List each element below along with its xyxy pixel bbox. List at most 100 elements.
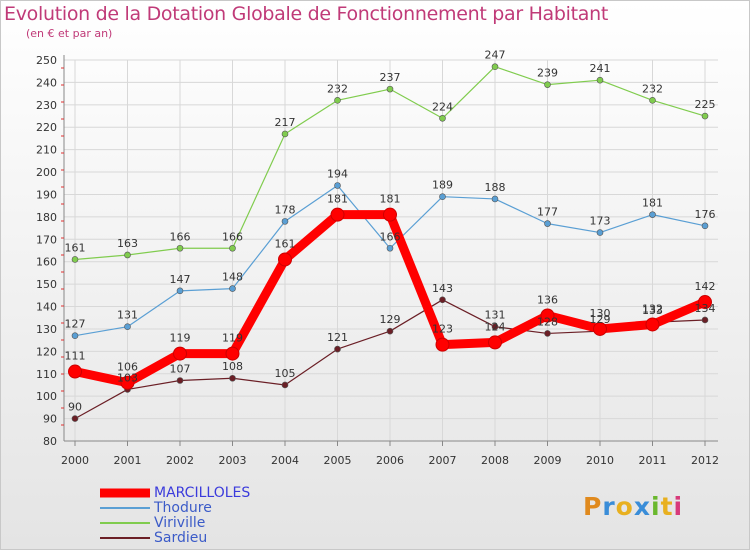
data-label-sardieu-2003: 108 [222, 360, 243, 373]
data-point-marcilloles-2002 [173, 346, 187, 361]
y-tick-label-150: 150 [36, 278, 57, 291]
data-label-sardieu-2002: 107 [170, 362, 191, 375]
data-label-viriville-2008: 247 [485, 49, 506, 62]
data-label-marcilloles-2002: 119 [170, 332, 191, 345]
data-point-marcilloles-2006 [383, 207, 397, 222]
x-tick-label-2007: 2007 [429, 454, 457, 467]
y-tick-label-180: 180 [36, 211, 57, 224]
legend-swatches [100, 488, 150, 539]
data-point-viriville-2003 [229, 244, 236, 252]
data-label-sardieu-2000: 90 [68, 401, 82, 414]
data-label-thodure-2002: 147 [170, 273, 191, 286]
data-label-thodure-2009: 177 [537, 206, 558, 219]
data-point-thodure-2011 [649, 211, 656, 218]
data-point-sardieu-2006 [386, 327, 394, 335]
data-label-thodure-2005: 194 [327, 168, 348, 181]
x-tick-label-2008: 2008 [481, 454, 509, 467]
data-label-sardieu-2008: 131 [485, 309, 506, 322]
data-label-thodure-2001: 131 [117, 309, 138, 322]
data-point-thodure-2010 [596, 229, 604, 236]
data-point-sardieu-2005 [334, 345, 341, 353]
data-label-sardieu-2006: 129 [380, 313, 401, 326]
proxiti-logo: Proxiti [583, 492, 683, 521]
data-label-thodure-2004: 178 [275, 203, 296, 216]
data-point-viriville-2010 [596, 76, 604, 84]
data-label-marcilloles-2008: 124 [485, 320, 506, 333]
y-tick-label-80: 80 [43, 435, 57, 448]
x-tick-label-2006: 2006 [376, 454, 404, 467]
data-point-marcilloles-2005 [330, 207, 345, 222]
data-point-thodure-2002 [176, 287, 184, 295]
legend-label-viriville: Viriville [154, 515, 206, 531]
data-label-marcilloles-2001: 106 [117, 361, 138, 374]
data-point-sardieu-2002 [176, 377, 184, 384]
data-label-sardieu-2010: 129 [590, 313, 611, 326]
data-label-viriville-2002: 166 [170, 230, 191, 243]
data-label-marcilloles-2007: 123 [432, 323, 453, 336]
data-label-thodure-2011: 181 [642, 197, 663, 210]
y-tick-label-200: 200 [36, 166, 57, 179]
x-tick-label-2009: 2009 [534, 454, 562, 467]
data-point-thodure-2001 [124, 323, 131, 331]
data-point-thodure-2012 [701, 222, 709, 230]
data-point-viriville-2001 [124, 251, 131, 259]
data-point-viriville-2007 [439, 114, 446, 122]
data-point-viriville-2011 [649, 97, 656, 104]
data-point-sardieu-2007 [439, 296, 446, 304]
data-label-viriville-2011: 232 [642, 82, 663, 95]
y-tick-label-130: 130 [36, 323, 57, 336]
x-axis-ticks: 2000 2001 2002 2003 2004 2005 2006 2007 2008 2009… [61, 454, 719, 467]
data-label-viriville-2012: 225 [695, 98, 716, 111]
data-point-viriville-2002 [176, 244, 184, 252]
data-label-viriville-2009: 239 [537, 67, 558, 80]
data-point-sardieu-2000 [71, 415, 79, 422]
data-label-sardieu-2012: 134 [695, 302, 716, 315]
logo-letter: o [615, 492, 634, 521]
data-label-marcilloles-2012: 142 [695, 280, 716, 293]
chart-title: Evolution de la Dotation Globale de Fonc… [4, 3, 609, 25]
data-point-marcilloles-2009 [540, 308, 555, 323]
data-point-marcilloles-2011 [645, 317, 660, 332]
logo-letter: i [651, 492, 661, 521]
data-label-thodure-2012: 176 [695, 208, 716, 221]
y-tick-label-90: 90 [43, 413, 57, 426]
data-point-viriville-2005 [334, 97, 341, 104]
data-label-thodure-2000: 127 [65, 318, 86, 331]
data-label-viriville-2007: 224 [432, 100, 453, 113]
data-point-viriville-2000 [71, 256, 79, 263]
data-label-sardieu-2009: 128 [537, 315, 558, 328]
y-tick-label-240: 240 [36, 76, 57, 89]
logo-letter: i [673, 492, 684, 521]
x-tick-label-2001: 2001 [114, 454, 142, 467]
data-label-marcilloles-2005: 181 [327, 193, 348, 206]
legend-label-sardieu: Sardieu [154, 530, 208, 546]
data-label-thodure-2010: 173 [590, 215, 611, 228]
logo-letter: x [633, 492, 651, 521]
data-point-thodure-2008 [491, 195, 499, 203]
data-label-viriville-2004: 217 [275, 116, 296, 129]
data-point-thodure-2003 [229, 285, 236, 292]
data-label-sardieu-2001: 103 [117, 371, 138, 384]
y-tick-label-100: 100 [36, 390, 57, 403]
y-tick-label-250: 250 [36, 54, 57, 67]
axes [61, 55, 718, 446]
data-label-marcilloles-2006: 181 [380, 193, 401, 206]
data-label-viriville-2003: 166 [222, 230, 243, 243]
data-point-thodure-2000 [71, 332, 79, 339]
data-point-marcilloles-2000 [68, 364, 82, 379]
data-label-viriville-2006: 237 [380, 71, 401, 84]
y-tick-label-140: 140 [36, 301, 57, 314]
y-axis-ticks: 80 90 100 110 120 130 140 150 160 170 180 190 200 210… [36, 54, 57, 448]
data-point-viriville-2009 [544, 81, 551, 88]
data-label-thodure-2003: 148 [222, 271, 243, 284]
data-label-viriville-2001: 163 [117, 237, 138, 250]
data-point-thodure-2006 [386, 244, 394, 252]
y-tick-label-190: 190 [36, 188, 57, 201]
logo-letter: P [583, 492, 603, 521]
data-label-marcilloles-2009: 136 [537, 293, 558, 306]
data-point-viriville-2004 [281, 130, 289, 138]
data-point-viriville-2008 [491, 63, 499, 71]
data-point-thodure-2007 [439, 193, 446, 201]
